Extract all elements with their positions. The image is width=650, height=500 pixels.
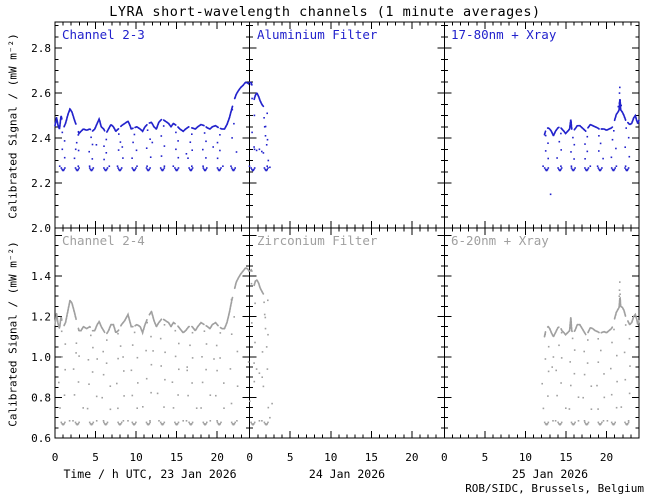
plot-title: LYRA short-wavelength channels (1 minute…	[109, 4, 541, 20]
svg-text:0: 0	[441, 451, 448, 464]
panel-6-20nm-xray: 0 5 10 15 20	[441, 227, 640, 464]
svg-text:10: 10	[129, 451, 142, 464]
y-axis-title-bottom: Calibrated Signal / (mW m⁻²)	[6, 241, 20, 427]
svg-text:2.2: 2.2	[31, 177, 51, 190]
svg-text:20: 20	[405, 451, 418, 464]
svg-text:5: 5	[92, 451, 99, 464]
svg-text:0.6: 0.6	[31, 432, 51, 445]
panel-label-channel-2-3: Channel 2-3	[62, 27, 145, 42]
svg-text:20: 20	[211, 451, 224, 464]
svg-text:0: 0	[52, 451, 59, 464]
svg-text:10: 10	[324, 451, 337, 464]
panel-label-channel-2-4: Channel 2-4	[62, 233, 145, 248]
x-axis-date-24-jan: 24 Jan 2026	[308, 467, 386, 481]
panel-label-zirconium-filter: Zirconium Filter	[257, 233, 378, 248]
svg-text:1.4: 1.4	[31, 270, 51, 283]
svg-text:2.6: 2.6	[31, 87, 51, 100]
panel-aluminium-filter	[248, 21, 445, 229]
panel-label-17-80nm-xray: 17-80nm + Xray	[451, 27, 557, 42]
credit-text: ROB/SIDC, Brussels, Belgium	[465, 482, 644, 495]
panel-channel-2-3: 2.0 2.2 2.4 2.6 2.8	[31, 21, 251, 235]
x-axis-date-25-jan: 25 Jan 2026	[511, 467, 589, 481]
svg-text:1.2: 1.2	[31, 310, 51, 323]
panel-zirconium-filter: 0 5 10 15 20	[246, 227, 445, 464]
svg-text:0: 0	[246, 451, 253, 464]
svg-text:20: 20	[600, 451, 613, 464]
svg-text:1.0: 1.0	[31, 351, 51, 364]
svg-text:15: 15	[559, 451, 572, 464]
svg-text:5: 5	[287, 451, 294, 464]
panel-label-6-20nm-xray: 6-20nm + Xray	[451, 233, 549, 248]
svg-text:0.8: 0.8	[31, 391, 51, 404]
svg-text:15: 15	[365, 451, 378, 464]
svg-text:2.8: 2.8	[31, 42, 51, 55]
panel-17-80nm-xray	[443, 21, 640, 229]
svg-text:5: 5	[482, 451, 489, 464]
y-axis-title-top: Calibrated Signal / (mW m⁻²)	[6, 33, 20, 219]
svg-text:2.0: 2.0	[31, 222, 51, 235]
svg-text:2.4: 2.4	[31, 132, 51, 145]
panel-channel-2-4: 0 5 10 15 20 0.6 0.8 1.0 1.2 1.4	[31, 227, 251, 464]
svg-text:15: 15	[170, 451, 183, 464]
panel-label-aluminium-filter: Aluminium Filter	[257, 27, 378, 42]
x-axis-date-23-jan: Time / h UTC, 23 Jan 2026	[63, 467, 237, 481]
svg-text:10: 10	[519, 451, 532, 464]
